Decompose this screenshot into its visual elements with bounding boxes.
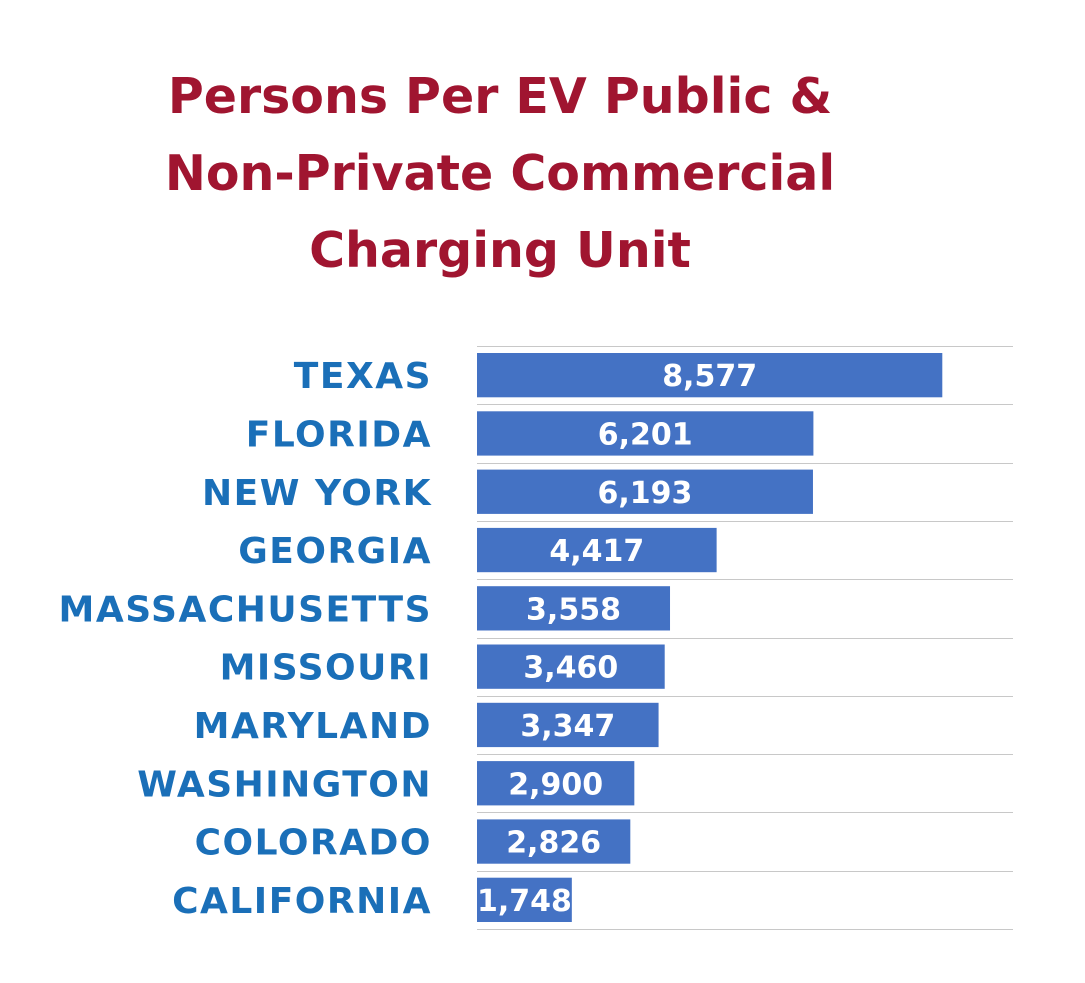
bar-colorado: [477, 819, 631, 864]
value-label-colorado: 2,826: [506, 826, 601, 861]
category-label-california: CALIFORNIA: [172, 881, 432, 922]
chart-title: Persons Per EV Public & Non-Private Comm…: [90, 58, 910, 289]
bar-missouri: [477, 644, 665, 689]
category-label-georgia: GEORGIA: [238, 531, 432, 572]
chart-title-line-3: Charging Unit: [309, 222, 691, 279]
chart-title-line-2: Non-Private Commercial: [164, 145, 836, 202]
category-label-florida: FLORIDA: [246, 414, 432, 455]
value-label-maryland: 3,347: [520, 709, 615, 744]
bar-california: [477, 877, 572, 922]
category-label-maryland: MARYLAND: [194, 706, 432, 747]
category-label-colorado: COLORADO: [195, 823, 432, 864]
value-label-massachusetts: 3,558: [526, 592, 621, 627]
gridlines: [477, 346, 1013, 930]
value-label-california: 1,748: [477, 884, 572, 919]
category-labels: TEXAS FLORIDA NEW YORK GEORGIA MASSACHUSETTS…: [59, 356, 432, 922]
bar-florida: [477, 411, 814, 456]
category-label-new-york: NEW YORK: [202, 473, 432, 514]
value-label-washington: 2,900: [508, 767, 603, 802]
category-label-texas: TEXAS: [294, 356, 432, 397]
value-label-florida: 6,201: [598, 417, 693, 452]
value-label-texas: 8,577: [662, 359, 757, 394]
bars: [477, 353, 943, 922]
value-label-new-york: 6,193: [598, 476, 693, 511]
value-label-missouri: 3,460: [523, 651, 618, 686]
category-label-missouri: MISSOURI: [220, 648, 432, 689]
bar-new-york: [477, 469, 813, 514]
bar-maryland: [477, 702, 659, 748]
category-label-washington: WASHINGTON: [137, 764, 432, 805]
bar-washington: [477, 761, 635, 806]
category-label-massachusetts: MASSACHUSETTS: [59, 589, 432, 630]
value-labels: 8,577 6,201 6,193 4,417 3,558 3,460 3,347 2,900…: [477, 359, 757, 919]
bar-massachusetts: [477, 586, 671, 631]
bar-texas: [477, 353, 943, 398]
chart-title-line-1: Persons Per EV Public &: [167, 68, 833, 125]
bar-georgia: [477, 527, 717, 573]
value-label-georgia: 4,417: [549, 534, 644, 569]
